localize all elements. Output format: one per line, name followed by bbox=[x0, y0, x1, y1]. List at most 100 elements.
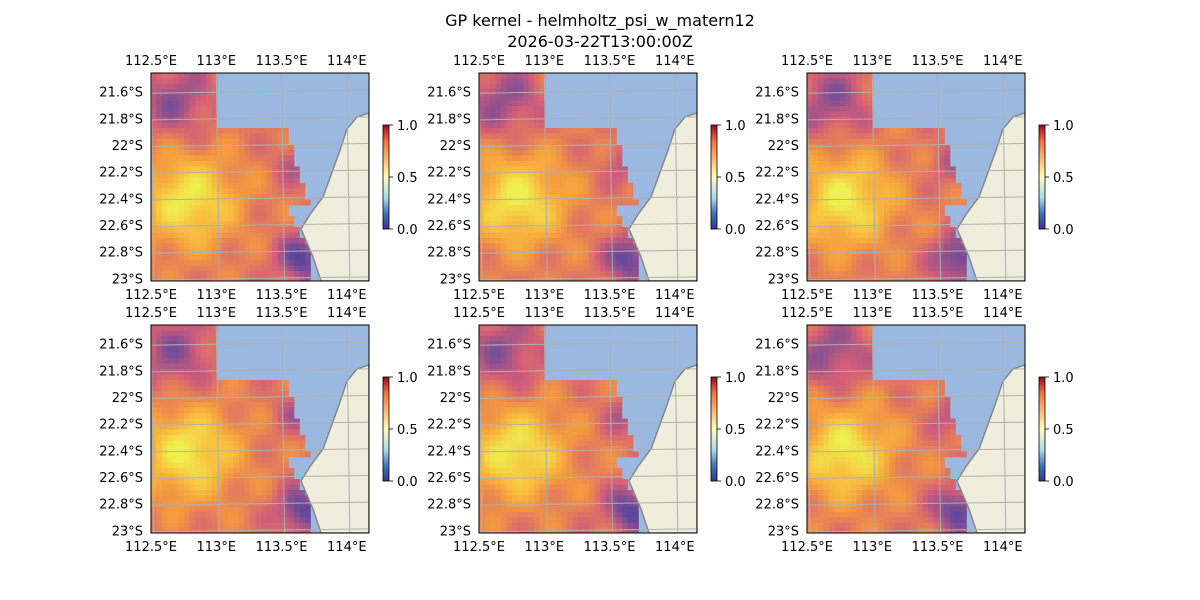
heatmap-cell bbox=[173, 440, 179, 447]
heatmap-cell bbox=[807, 84, 813, 90]
heatmap-cell bbox=[189, 512, 196, 518]
heatmap-cell bbox=[495, 402, 502, 408]
heatmap-cell bbox=[627, 440, 634, 447]
heatmap-cell bbox=[189, 396, 196, 403]
heatmap-cell bbox=[173, 374, 179, 381]
heatmap-cell bbox=[512, 205, 518, 211]
heatmap-cell bbox=[856, 435, 863, 441]
heatmap-cell bbox=[156, 396, 163, 403]
heatmap-cell bbox=[856, 413, 863, 419]
heatmap-cell bbox=[900, 166, 907, 173]
heatmap-cell bbox=[616, 495, 623, 502]
lon-tick-label-top: 112.5°E bbox=[453, 306, 505, 321]
heatmap-cell bbox=[906, 391, 912, 397]
heatmap-cell bbox=[272, 128, 278, 134]
heatmap-cell bbox=[189, 221, 196, 228]
heatmap-cell bbox=[299, 528, 306, 533]
heatmap-cell bbox=[545, 155, 551, 162]
heatmap-cell bbox=[490, 221, 496, 228]
heatmap-cell bbox=[233, 517, 240, 524]
heatmap-cell bbox=[616, 199, 623, 206]
heatmap-cell bbox=[550, 161, 557, 167]
heatmap-cell bbox=[283, 133, 289, 140]
heatmap-cell bbox=[239, 133, 245, 140]
heatmap-cell bbox=[878, 435, 885, 441]
heatmap-cell bbox=[184, 221, 190, 228]
heatmap-cell bbox=[845, 435, 852, 441]
panel-frame bbox=[478, 324, 698, 534]
heatmap-cell bbox=[206, 128, 212, 134]
heatmap-cell bbox=[856, 374, 863, 381]
heatmap-cell bbox=[244, 490, 251, 496]
heatmap-cell bbox=[884, 172, 890, 178]
gridline-lat bbox=[807, 276, 1025, 281]
heatmap-cell bbox=[829, 100, 835, 107]
heatmap-cell bbox=[594, 260, 601, 266]
heatmap-cell bbox=[539, 446, 546, 452]
heatmap-cell bbox=[266, 495, 273, 502]
heatmap-cell bbox=[200, 391, 207, 397]
heatmap-cell bbox=[178, 232, 185, 239]
heatmap-cell bbox=[189, 128, 196, 134]
heatmap-cell bbox=[255, 413, 262, 419]
heatmap-cell bbox=[244, 188, 251, 195]
heatmap-cell bbox=[829, 435, 835, 441]
heatmap-cell bbox=[550, 451, 557, 458]
heatmap-cell bbox=[917, 177, 923, 184]
heatmap-cell bbox=[878, 155, 885, 162]
heatmap-cell bbox=[495, 139, 502, 145]
heatmap-cell bbox=[156, 243, 163, 250]
heatmap-cell bbox=[545, 260, 551, 266]
heatmap-cell bbox=[550, 446, 557, 452]
heatmap-cell bbox=[523, 265, 529, 272]
heatmap-cell bbox=[506, 276, 513, 281]
heatmap-cell bbox=[922, 188, 929, 195]
heatmap-cell bbox=[807, 374, 813, 381]
heatmap-cell bbox=[184, 265, 190, 272]
heatmap-cell bbox=[600, 150, 606, 156]
heatmap-cell bbox=[939, 413, 945, 419]
heatmap-cell bbox=[173, 73, 179, 79]
heatmap-cell bbox=[616, 161, 623, 167]
heatmap-cell bbox=[583, 495, 590, 502]
heatmap-cell bbox=[506, 183, 513, 189]
heatmap-cell bbox=[294, 418, 300, 425]
heatmap-cell bbox=[266, 227, 273, 233]
heatmap-cell bbox=[277, 407, 284, 414]
heatmap-cell bbox=[195, 95, 201, 101]
heatmap-cell bbox=[517, 457, 524, 463]
heatmap-cell bbox=[583, 210, 590, 217]
heatmap-cell bbox=[517, 155, 524, 162]
heatmap-cell bbox=[917, 161, 923, 167]
heatmap-cell bbox=[272, 271, 278, 277]
lat-tick-label: 21.6°S bbox=[99, 86, 143, 101]
heatmap-cell bbox=[156, 402, 163, 408]
heatmap-cell bbox=[200, 243, 207, 250]
heatmap-cell bbox=[867, 144, 874, 151]
heatmap-cell bbox=[578, 221, 584, 228]
heatmap-cell bbox=[272, 517, 278, 524]
heatmap-cell bbox=[305, 517, 311, 524]
heatmap-cell bbox=[228, 177, 234, 184]
heatmap-cell bbox=[167, 479, 174, 485]
heatmap-cell bbox=[255, 506, 262, 513]
heatmap-cell bbox=[189, 484, 196, 491]
heatmap-cell bbox=[572, 227, 579, 233]
heatmap-cell bbox=[867, 424, 874, 430]
heatmap-cell bbox=[578, 238, 584, 244]
heatmap-cell bbox=[228, 128, 234, 134]
heatmap-cell bbox=[490, 106, 496, 112]
heatmap-cell bbox=[294, 271, 300, 277]
heatmap-cell bbox=[589, 166, 595, 173]
heatmap-cell bbox=[173, 457, 179, 463]
heatmap-cell bbox=[578, 232, 584, 239]
heatmap-cell bbox=[495, 106, 502, 112]
heatmap-cell bbox=[211, 330, 218, 337]
heatmap-cell bbox=[906, 418, 912, 425]
heatmap-cell bbox=[867, 194, 874, 200]
heatmap-cell bbox=[539, 468, 546, 474]
heatmap-cell bbox=[812, 161, 819, 167]
heatmap-cell bbox=[479, 183, 485, 189]
heatmap-cell bbox=[277, 183, 284, 189]
heatmap-cell bbox=[506, 172, 513, 178]
